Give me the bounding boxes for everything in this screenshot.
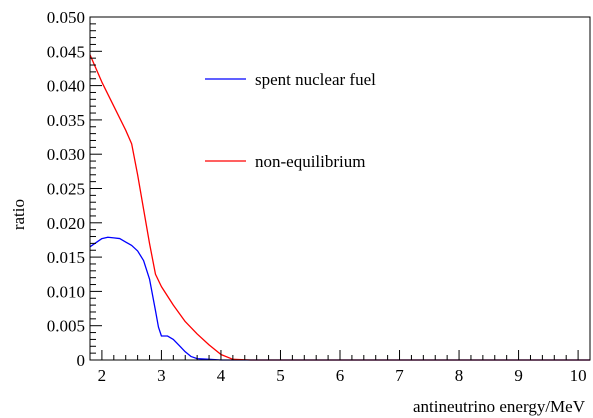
y-tick-label: 0.045 xyxy=(47,42,85,61)
legend: spent nuclear fuel non-equilibrium xyxy=(205,70,376,171)
x-tick-label: 8 xyxy=(455,366,464,385)
y-tick-label: 0.005 xyxy=(47,317,85,336)
x-tick-label: 2 xyxy=(98,366,107,385)
legend-label-1: non-equilibrium xyxy=(255,152,365,171)
x-tick-label: 5 xyxy=(276,366,285,385)
x-tick-label: 9 xyxy=(514,366,523,385)
y-tick-label: 0.020 xyxy=(47,214,85,233)
y-tick-label: 0.010 xyxy=(47,282,85,301)
plot-frame xyxy=(89,16,591,361)
legend-label-0: spent nuclear fuel xyxy=(255,70,376,89)
y-tick-label: 0.015 xyxy=(47,248,85,267)
y-tick-label: 0 xyxy=(77,351,86,370)
x-tick-label: 3 xyxy=(157,366,166,385)
y-tick-label: 0.025 xyxy=(47,180,85,199)
y-axis-title: ratio xyxy=(9,199,28,230)
y-tick-label: 0.050 xyxy=(47,8,85,27)
y-tick-label: 0.040 xyxy=(47,77,85,96)
x-tick-label: 6 xyxy=(336,366,345,385)
y-tick-label: 0.030 xyxy=(47,145,85,164)
y-tick-label: 0.035 xyxy=(47,111,85,130)
x-axis-title: antineutrino energy/MeV xyxy=(413,397,586,416)
x-tick-label: 4 xyxy=(217,366,226,385)
x-tick-label: 10 xyxy=(570,366,587,385)
x-tick-label: 7 xyxy=(395,366,404,385)
